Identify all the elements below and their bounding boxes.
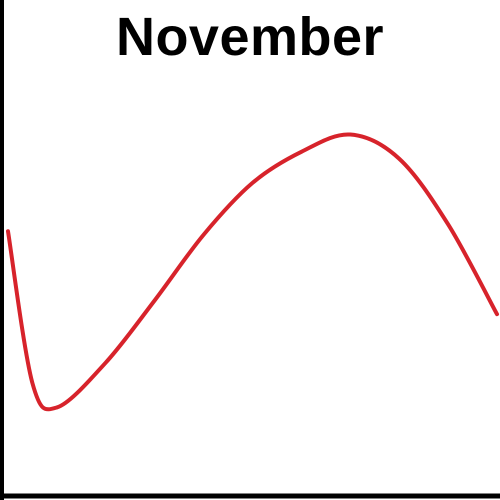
chart-title: November (115, 7, 385, 67)
series-line (6, 132, 499, 412)
